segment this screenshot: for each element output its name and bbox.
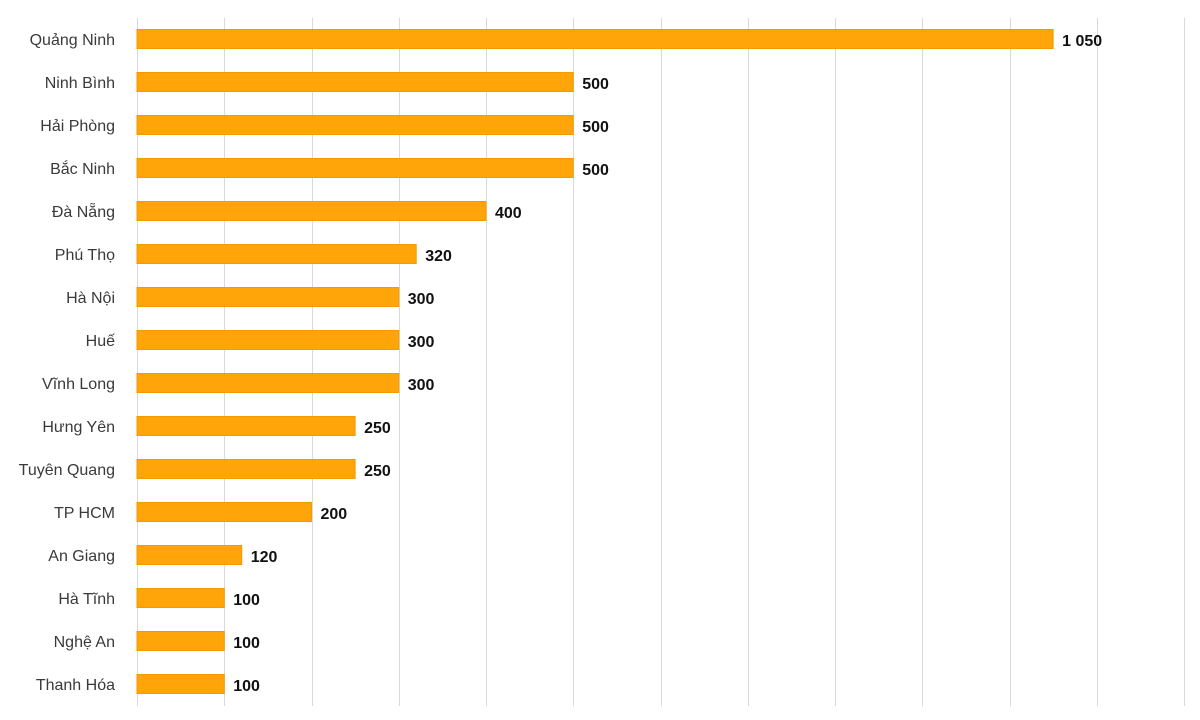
category-label: Bắc Ninh [50, 159, 115, 178]
bar [136, 287, 400, 307]
bar [136, 588, 225, 608]
category-label: An Giang [48, 548, 115, 565]
value-label: 500 [582, 76, 609, 93]
bar [136, 459, 356, 479]
value-label: 400 [495, 205, 522, 222]
bar [136, 416, 356, 436]
category-label: Tuyên Quang [19, 462, 115, 479]
bar [136, 674, 225, 694]
value-label: 320 [425, 248, 452, 265]
bar [136, 545, 243, 565]
bar [136, 115, 574, 135]
category-label: Ninh Bình [45, 75, 115, 92]
value-label: 500 [582, 162, 609, 179]
bar [136, 631, 225, 651]
bar [136, 502, 312, 522]
bar [136, 29, 1054, 49]
value-label: 250 [364, 463, 391, 480]
category-labels: Quảng Ninh Ninh Bình Hải Phòng Bắc Ninh Đà N… [19, 32, 115, 694]
category-label: Thanh Hóa [36, 677, 115, 694]
value-label: 500 [582, 119, 609, 136]
category-label: Hưng Yên [42, 419, 115, 436]
category-label: TP HCM [54, 505, 115, 522]
bar [136, 72, 574, 92]
category-label: Vĩnh Long [42, 376, 115, 393]
category-label: Hải Phòng [40, 118, 115, 135]
value-label: 250 [364, 420, 391, 437]
value-label: 120 [251, 549, 278, 566]
value-label: 300 [408, 334, 435, 351]
bars [136, 29, 1054, 694]
bar [136, 373, 400, 393]
value-labels: 1 050 500 500 500 400 320 300 300 300 250 250 200 12… [233, 33, 1102, 695]
category-label: Hà Nội [66, 290, 115, 307]
category-label: Hà Tĩnh [58, 591, 115, 608]
category-label: Đà Nẵng [52, 202, 115, 221]
category-label: Nghệ An [54, 634, 115, 651]
value-label: 100 [233, 678, 260, 695]
bar [136, 201, 487, 221]
value-label: 100 [233, 635, 260, 652]
value-label: 300 [408, 291, 435, 308]
value-label: 1 050 [1062, 33, 1102, 50]
category-label: Phú Thọ [55, 247, 115, 264]
bar [136, 330, 400, 350]
value-label: 100 [233, 592, 260, 609]
bar [136, 158, 574, 178]
category-label: Huế [86, 333, 115, 350]
bar [136, 244, 417, 264]
value-label: 200 [321, 506, 348, 523]
value-label: 300 [408, 377, 435, 394]
category-label: Quảng Ninh [30, 32, 115, 49]
